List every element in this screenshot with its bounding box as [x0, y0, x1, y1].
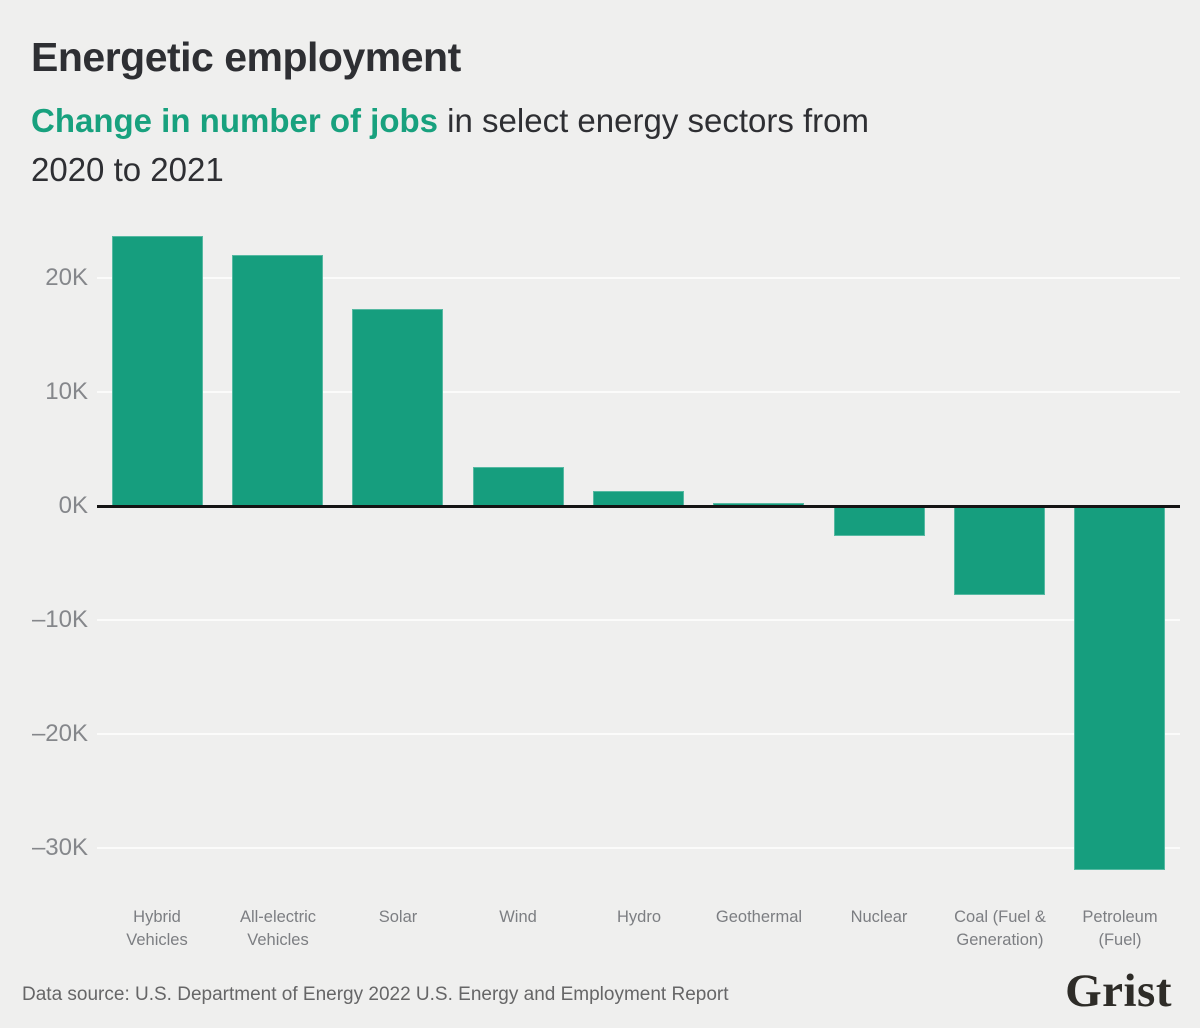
bar-wind	[473, 467, 564, 506]
y-axis-tick-–30K: –30K	[31, 834, 88, 861]
y-axis-tick-20K: 20K	[45, 264, 88, 291]
x-axis-label-coal-fuel-generation: Coal (Fuel & Generation)	[954, 908, 1046, 949]
x-axis-label-solar: Solar	[378, 908, 418, 926]
bar-geothermal	[713, 503, 804, 506]
x-axis-label-wind: Wind	[499, 908, 537, 926]
bar-petroleum-fuel	[1074, 507, 1165, 870]
subtitle-rest: in select energy sectors from	[438, 102, 870, 139]
x-axis-label-hydro: Hydro	[616, 908, 661, 926]
grist-logo: Grist	[1065, 965, 1172, 1017]
gridline-10K	[97, 391, 1180, 393]
gridline-–10K	[97, 619, 1180, 621]
chart-title: Energetic employment	[31, 34, 461, 80]
data-source-note: Data source: U.S. Department of Energy 2…	[22, 984, 729, 1005]
gridline-–30K	[97, 847, 1180, 849]
bar-all-electric-vehicles	[232, 255, 323, 506]
x-axis-label-geothermal: Geothermal	[715, 908, 803, 926]
chart-subtitle: Change in number of jobs in select energ…	[31, 96, 1111, 194]
y-axis-tick-–20K: –20K	[31, 720, 88, 747]
bar-coal-fuel-generation	[954, 507, 1045, 595]
zero-baseline	[97, 505, 1180, 508]
gridline-20K	[97, 277, 1180, 279]
y-axis-tick-10K: 10K	[45, 378, 88, 405]
x-axis-label-petroleum-fuel: Petroleum (Fuel)	[1082, 908, 1158, 949]
y-axis-tick-0K: 0K	[58, 492, 88, 519]
bar-hybrid-vehicles	[112, 236, 203, 506]
y-axis-tick-–10K: –10K	[31, 606, 88, 633]
subtitle-line2: 2020 to 2021	[31, 151, 224, 188]
bar-hydro	[593, 491, 684, 506]
bar-nuclear	[834, 507, 925, 536]
x-axis-label-all-electric-vehicles: All-electric Vehicles	[239, 908, 317, 949]
x-axis-label-hybrid-vehicles: Hybrid Vehicles	[126, 908, 188, 949]
subtitle-highlight: Change in number of jobs	[31, 102, 439, 139]
gridline-–20K	[97, 733, 1180, 735]
x-axis-label-nuclear: Nuclear	[850, 908, 908, 926]
bar-solar	[352, 309, 443, 506]
